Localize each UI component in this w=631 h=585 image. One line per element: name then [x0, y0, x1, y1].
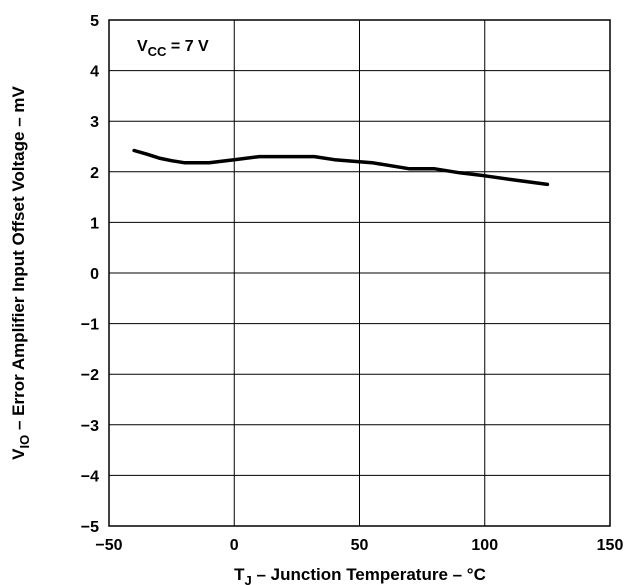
series-group — [132, 148, 550, 187]
y-tick-label: −3 — [81, 418, 99, 435]
x-tick-label: 50 — [351, 537, 369, 554]
vcc-annotation: VCC = 7 V — [137, 38, 209, 59]
series-line — [132, 148, 550, 187]
x-tick-labels: −50 0 50 100 150 — [95, 537, 623, 554]
y-tick-label: 4 — [90, 64, 99, 81]
y-tick-label: 0 — [90, 266, 99, 283]
y-axis-label: VIO – Error Amplifier Input Offset Volta… — [9, 86, 32, 460]
x-tick-label: −50 — [95, 537, 122, 554]
y-tick-label: 2 — [90, 165, 99, 182]
y-tick-label: −5 — [81, 519, 99, 536]
x-tick-label: 100 — [471, 537, 498, 554]
y-tick-label: −1 — [81, 317, 99, 334]
y-tick-label: 1 — [90, 215, 99, 232]
y-tick-labels: −5 −4 −3 −2 −1 0 1 2 3 4 5 — [81, 13, 99, 536]
y-tick-label: 3 — [90, 114, 99, 131]
grid-lines — [108, 19, 611, 527]
x-tick-label: 150 — [597, 537, 624, 554]
y-tick-label: −4 — [81, 468, 99, 485]
x-tick-label: 0 — [230, 537, 239, 554]
x-axis-label: TJ – Junction Temperature – °C — [234, 565, 486, 585]
plot-frame — [108, 19, 611, 527]
y-tick-label: 5 — [90, 13, 99, 30]
y-tick-label: −2 — [81, 367, 99, 384]
